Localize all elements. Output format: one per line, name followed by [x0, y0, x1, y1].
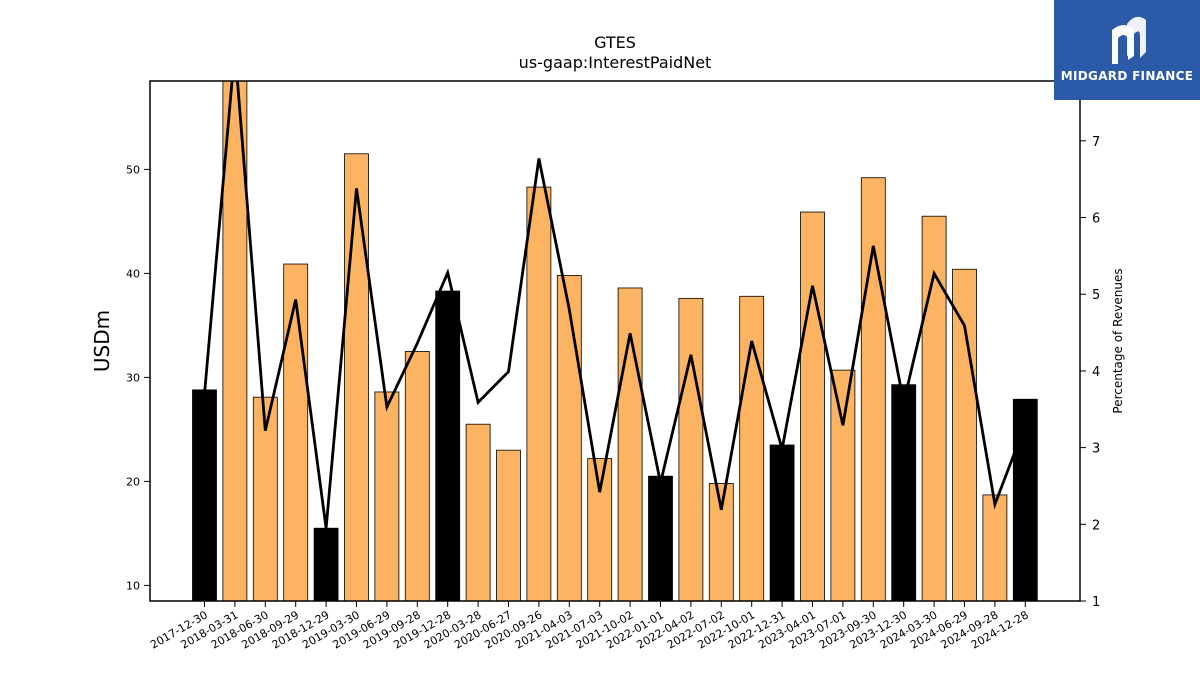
- y-tick-label: 50: [126, 163, 140, 176]
- y2-tick-label: 7: [1092, 135, 1100, 150]
- chart-title: GTES: [594, 33, 636, 52]
- midgard-finance-logo: MIDGARD FINANCE: [1054, 0, 1200, 100]
- bar-2019-09-28: [404, 350, 430, 601]
- bar-2019-06-29: [374, 391, 400, 601]
- bar-2019-03-30: [344, 153, 369, 601]
- bar-2022-04-02: [678, 297, 704, 601]
- revenue-percentage-line: [203, 81, 1027, 529]
- bar-2017-12-30: [192, 389, 217, 601]
- y-tick-label: 20: [126, 475, 140, 488]
- bar-2020-06-27: [496, 449, 521, 601]
- bar-2020-09-26: [526, 186, 552, 601]
- bar-2021-07-03: [587, 458, 613, 601]
- logo-mark-icon: [1112, 16, 1146, 64]
- bar-2021-04-03: [556, 275, 582, 601]
- y2-tick-label: 6: [1092, 212, 1100, 227]
- bar-2018-06-30: [252, 396, 278, 601]
- bar-2024-03-30: [921, 215, 947, 601]
- bar-2018-03-31: [222, 81, 248, 601]
- y2-axis-label: Percentage of Revenues: [1111, 268, 1125, 413]
- bar-2022-01-01: [648, 475, 673, 601]
- y2-tick-label: 2: [1092, 518, 1100, 533]
- y-tick-label: 40: [126, 267, 140, 280]
- bar-2018-09-29: [283, 263, 309, 601]
- bar-2020-03-28: [465, 423, 491, 601]
- y2-tick-label: 3: [1092, 442, 1100, 457]
- y-tick-label: 10: [126, 579, 140, 592]
- bar-2023-12-30: [891, 384, 917, 601]
- bar-2023-04-01: [800, 211, 825, 601]
- y2-tick-label: 1: [1092, 595, 1100, 610]
- y2-tick-label: 4: [1092, 365, 1100, 380]
- y2-tick-label: 5: [1092, 288, 1100, 303]
- bar-2024-12-28: [1012, 398, 1038, 601]
- bar-2023-07-01: [830, 369, 856, 601]
- bar-2022-12-31: [769, 444, 795, 601]
- bar-2019-12-28: [435, 290, 461, 601]
- bar-2018-12-29: [313, 527, 339, 601]
- y-tick-label: 30: [126, 371, 140, 384]
- y-axis-label: USDm: [90, 310, 114, 372]
- logo-text: MIDGARD FINANCE: [1060, 69, 1194, 83]
- bar-2023-09-30: [860, 177, 886, 601]
- bar-2024-09-28: [982, 494, 1008, 601]
- bar-2024-06-29: [952, 268, 977, 601]
- chart-subtitle: us-gaap:InterestPaidNet: [519, 53, 712, 72]
- bar-2022-07-02: [708, 483, 734, 601]
- plot-frame: [149, 80, 1081, 602]
